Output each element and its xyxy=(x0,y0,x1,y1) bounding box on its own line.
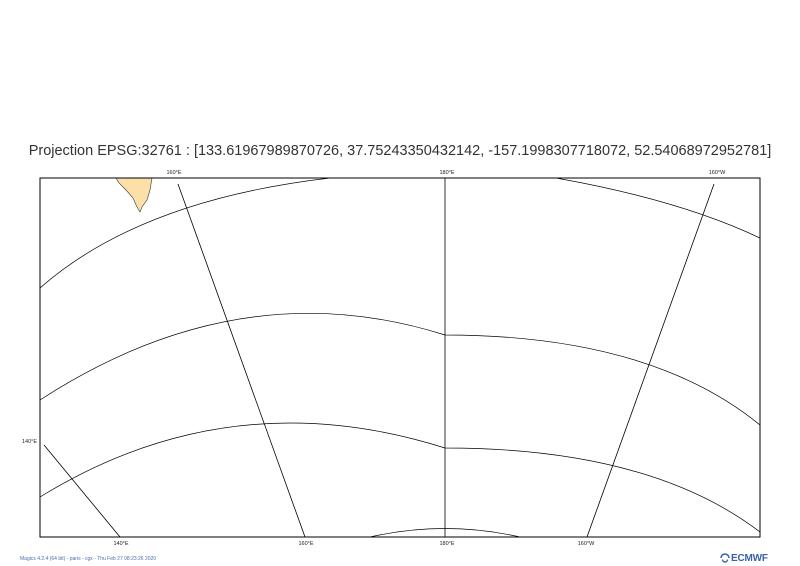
map-title: Projection EPSG:32761 : [133.61967989870… xyxy=(28,143,772,159)
ecmwf-logo-icon xyxy=(720,553,730,563)
top-label-160e: 160°E xyxy=(166,170,181,176)
map-frame xyxy=(39,177,761,538)
top-label-180e: 180°E xyxy=(439,170,454,176)
footer-credit: Magics 4.2.4 (64 bit) - paris - cgx - Th… xyxy=(20,556,157,562)
left-label-140e: 140°E xyxy=(22,439,37,445)
bottom-label-160w: 160°W xyxy=(578,541,595,547)
bottom-label-140e: 140°E xyxy=(113,541,128,547)
meridian-160w xyxy=(586,183,715,537)
meridian-140e xyxy=(43,444,121,537)
map-content xyxy=(40,178,760,537)
latitude-arc-1b xyxy=(555,178,760,239)
latitude-arc-3 xyxy=(40,422,760,533)
meridian-160e xyxy=(177,183,306,537)
bottom-label-160e: 160°E xyxy=(298,541,313,547)
latitude-arc-2 xyxy=(40,312,760,426)
land-patch xyxy=(115,178,153,213)
ecmwf-logo: ECMWF xyxy=(719,552,768,564)
latitude-arc-1 xyxy=(40,178,331,289)
top-label-160w: 160°W xyxy=(709,170,726,176)
bottom-label-180e: 180°E xyxy=(439,541,454,547)
ecmwf-logo-text: ECMWF xyxy=(731,552,768,564)
